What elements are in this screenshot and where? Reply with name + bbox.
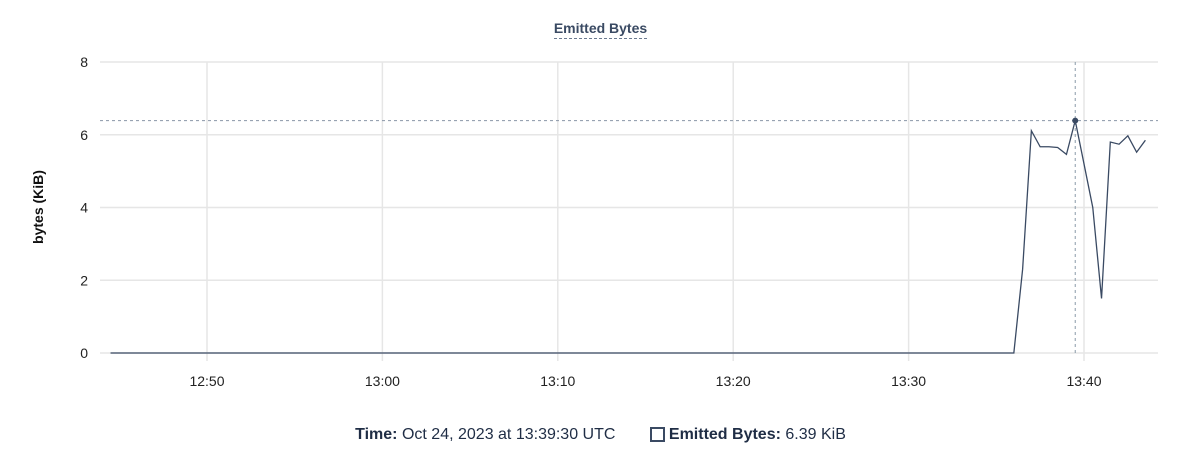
series-toggle-checkbox[interactable]	[649, 427, 665, 442]
chart-title-wrap: Emitted Bytes	[0, 20, 1201, 39]
time-label: Time:	[355, 426, 398, 443]
y-tick-label: 0	[80, 345, 88, 361]
chart-title[interactable]: Emitted Bytes	[553, 20, 648, 39]
y-tick-label: 4	[80, 200, 88, 216]
y-tick-label: 2	[80, 272, 88, 288]
x-tick-label: 13:30	[891, 373, 926, 389]
x-tick-label: 13:10	[540, 373, 575, 389]
x-tick-label: 12:50	[189, 373, 224, 389]
x-tick-label: 13:40	[1066, 373, 1101, 389]
series-line	[110, 120, 1146, 354]
y-axis-label: bytes (KiB)	[30, 170, 46, 244]
y-tick-label: 6	[80, 127, 88, 143]
x-tick-label: 13:20	[716, 373, 751, 389]
x-tick-label: 13:00	[365, 373, 400, 389]
time-value: Oct 24, 2023 at 13:39:30 UTC	[401, 426, 616, 443]
series-label: Emitted Bytes:	[668, 426, 781, 443]
hover-legend: Time: Oct 24, 2023 at 13:39:30 UTC Emitt…	[0, 426, 1201, 444]
y-tick-label: 8	[80, 54, 88, 70]
hover-point	[1072, 117, 1079, 124]
plot-area[interactable]: 0 2 4 6 8 12:50 13:00 13:10 13:20 13:30 13:40 bytes…	[0, 0, 1201, 410]
series-value: 6.39 KiB	[785, 426, 846, 443]
